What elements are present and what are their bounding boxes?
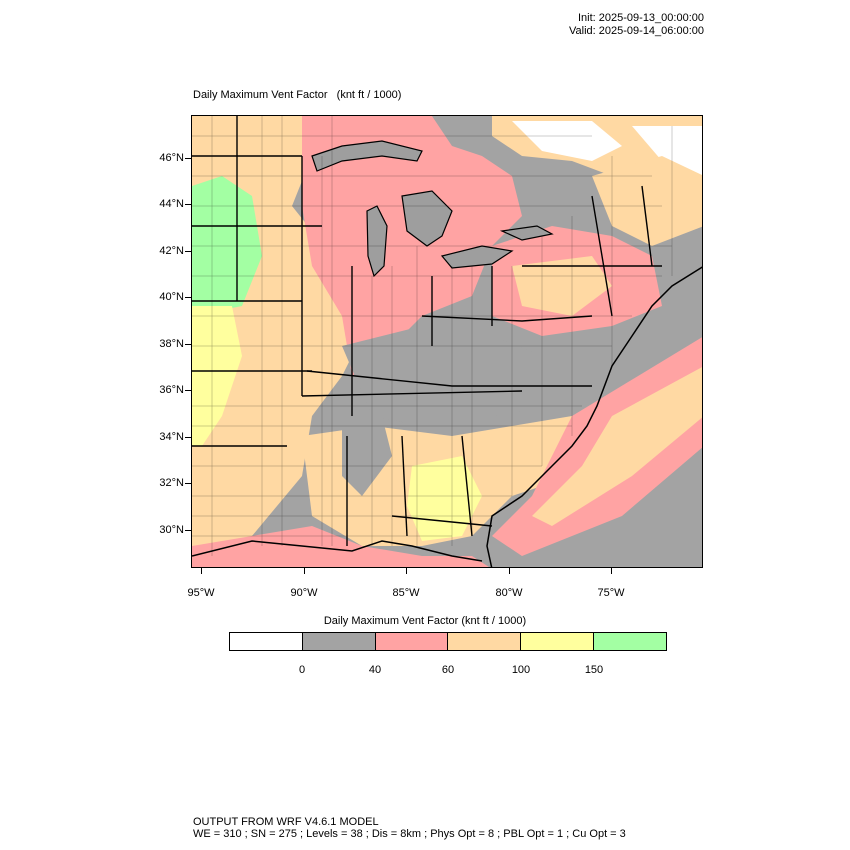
lat-label: 36°N (159, 384, 184, 396)
region-pa-peach (512, 256, 612, 316)
vent-factor-map (191, 115, 703, 568)
lat-label: 42°N (159, 245, 184, 257)
lon-label: 85°W (392, 587, 420, 599)
lon-label: 90°W (290, 587, 318, 599)
lon-tick-mark (611, 568, 612, 574)
east-coastline (486, 266, 702, 567)
lat-tick-mark (185, 344, 191, 345)
colorbar-title: Daily Maximum Vent Factor (knt ft / 1000… (323, 615, 527, 627)
lat-label: 40°N (159, 291, 184, 303)
lon-label: 75°W (597, 587, 625, 599)
lat-tick-mark (185, 390, 191, 391)
lat-label: 32°N (159, 477, 184, 489)
lat-tick-mark (185, 251, 191, 252)
colorbar-segment (448, 633, 522, 650)
region-canada-white (512, 121, 622, 161)
region-newengland-peach (592, 156, 702, 246)
lat-label: 30°N (159, 524, 184, 536)
lat-tick-mark (185, 530, 191, 531)
init-time: Init: 2025-09-13_00:00:00 (578, 12, 704, 24)
colorbar-segment (230, 633, 303, 650)
colorbar-segment (375, 633, 449, 650)
lon-tick-mark (201, 568, 202, 574)
colorbar-label: 150 (584, 664, 604, 676)
colorbar-label: 40 (368, 664, 382, 676)
county-boundaries (192, 116, 673, 556)
colorbar-segment (594, 633, 666, 650)
map-title-text: Daily Maximum Vent Factor (193, 89, 328, 101)
colorbar-label: 0 (298, 664, 306, 676)
region-south-gray (342, 416, 392, 496)
lat-tick-mark (185, 483, 191, 484)
lon-label: 95°W (187, 587, 215, 599)
region-gulf-pink (192, 526, 489, 567)
lon-label: 80°W (495, 587, 523, 599)
colorbar-label: 100 (511, 664, 531, 676)
region-yellow-west (192, 306, 242, 446)
region-atlantic-peach (532, 367, 702, 526)
lat-label: 34°N (159, 431, 184, 443)
lake-huron (401, 190, 453, 247)
lake-superior (311, 140, 423, 172)
map-title-units: (knt ft / 1000) (336, 89, 402, 101)
colorbar-segment (302, 633, 376, 650)
lat-label: 44°N (159, 198, 184, 210)
lake-ontario (499, 225, 554, 241)
map-svg (192, 116, 702, 567)
lat-tick-mark (185, 437, 191, 438)
region-ohio-gray (342, 326, 582, 426)
lat-label: 38°N (159, 338, 184, 350)
valid-time: Valid: 2025-09-14_06:00:00 (569, 25, 704, 37)
lon-tick-mark (509, 568, 510, 574)
colorbar-label: 60 (441, 664, 455, 676)
footer-model: OUTPUT FROM WRF V4.6.1 MODEL (193, 816, 379, 828)
lake-erie (440, 245, 514, 269)
map-title: Daily Maximum Vent Factor (knt ft / 1000… (193, 89, 401, 102)
lat-tick-mark (185, 204, 191, 205)
gulf-coastline (192, 540, 483, 562)
colorbar-segment (521, 633, 595, 650)
lon-tick-mark (406, 568, 407, 574)
lat-label: 46°N (159, 152, 184, 164)
region-canada-white-2 (632, 126, 702, 176)
colorbar (229, 632, 667, 651)
lat-tick-mark (185, 158, 191, 159)
lat-tick-mark (185, 297, 191, 298)
footer-params: WE = 310 ; SN = 275 ; Levels = 38 ; Dis … (193, 828, 626, 840)
lon-tick-mark (304, 568, 305, 574)
